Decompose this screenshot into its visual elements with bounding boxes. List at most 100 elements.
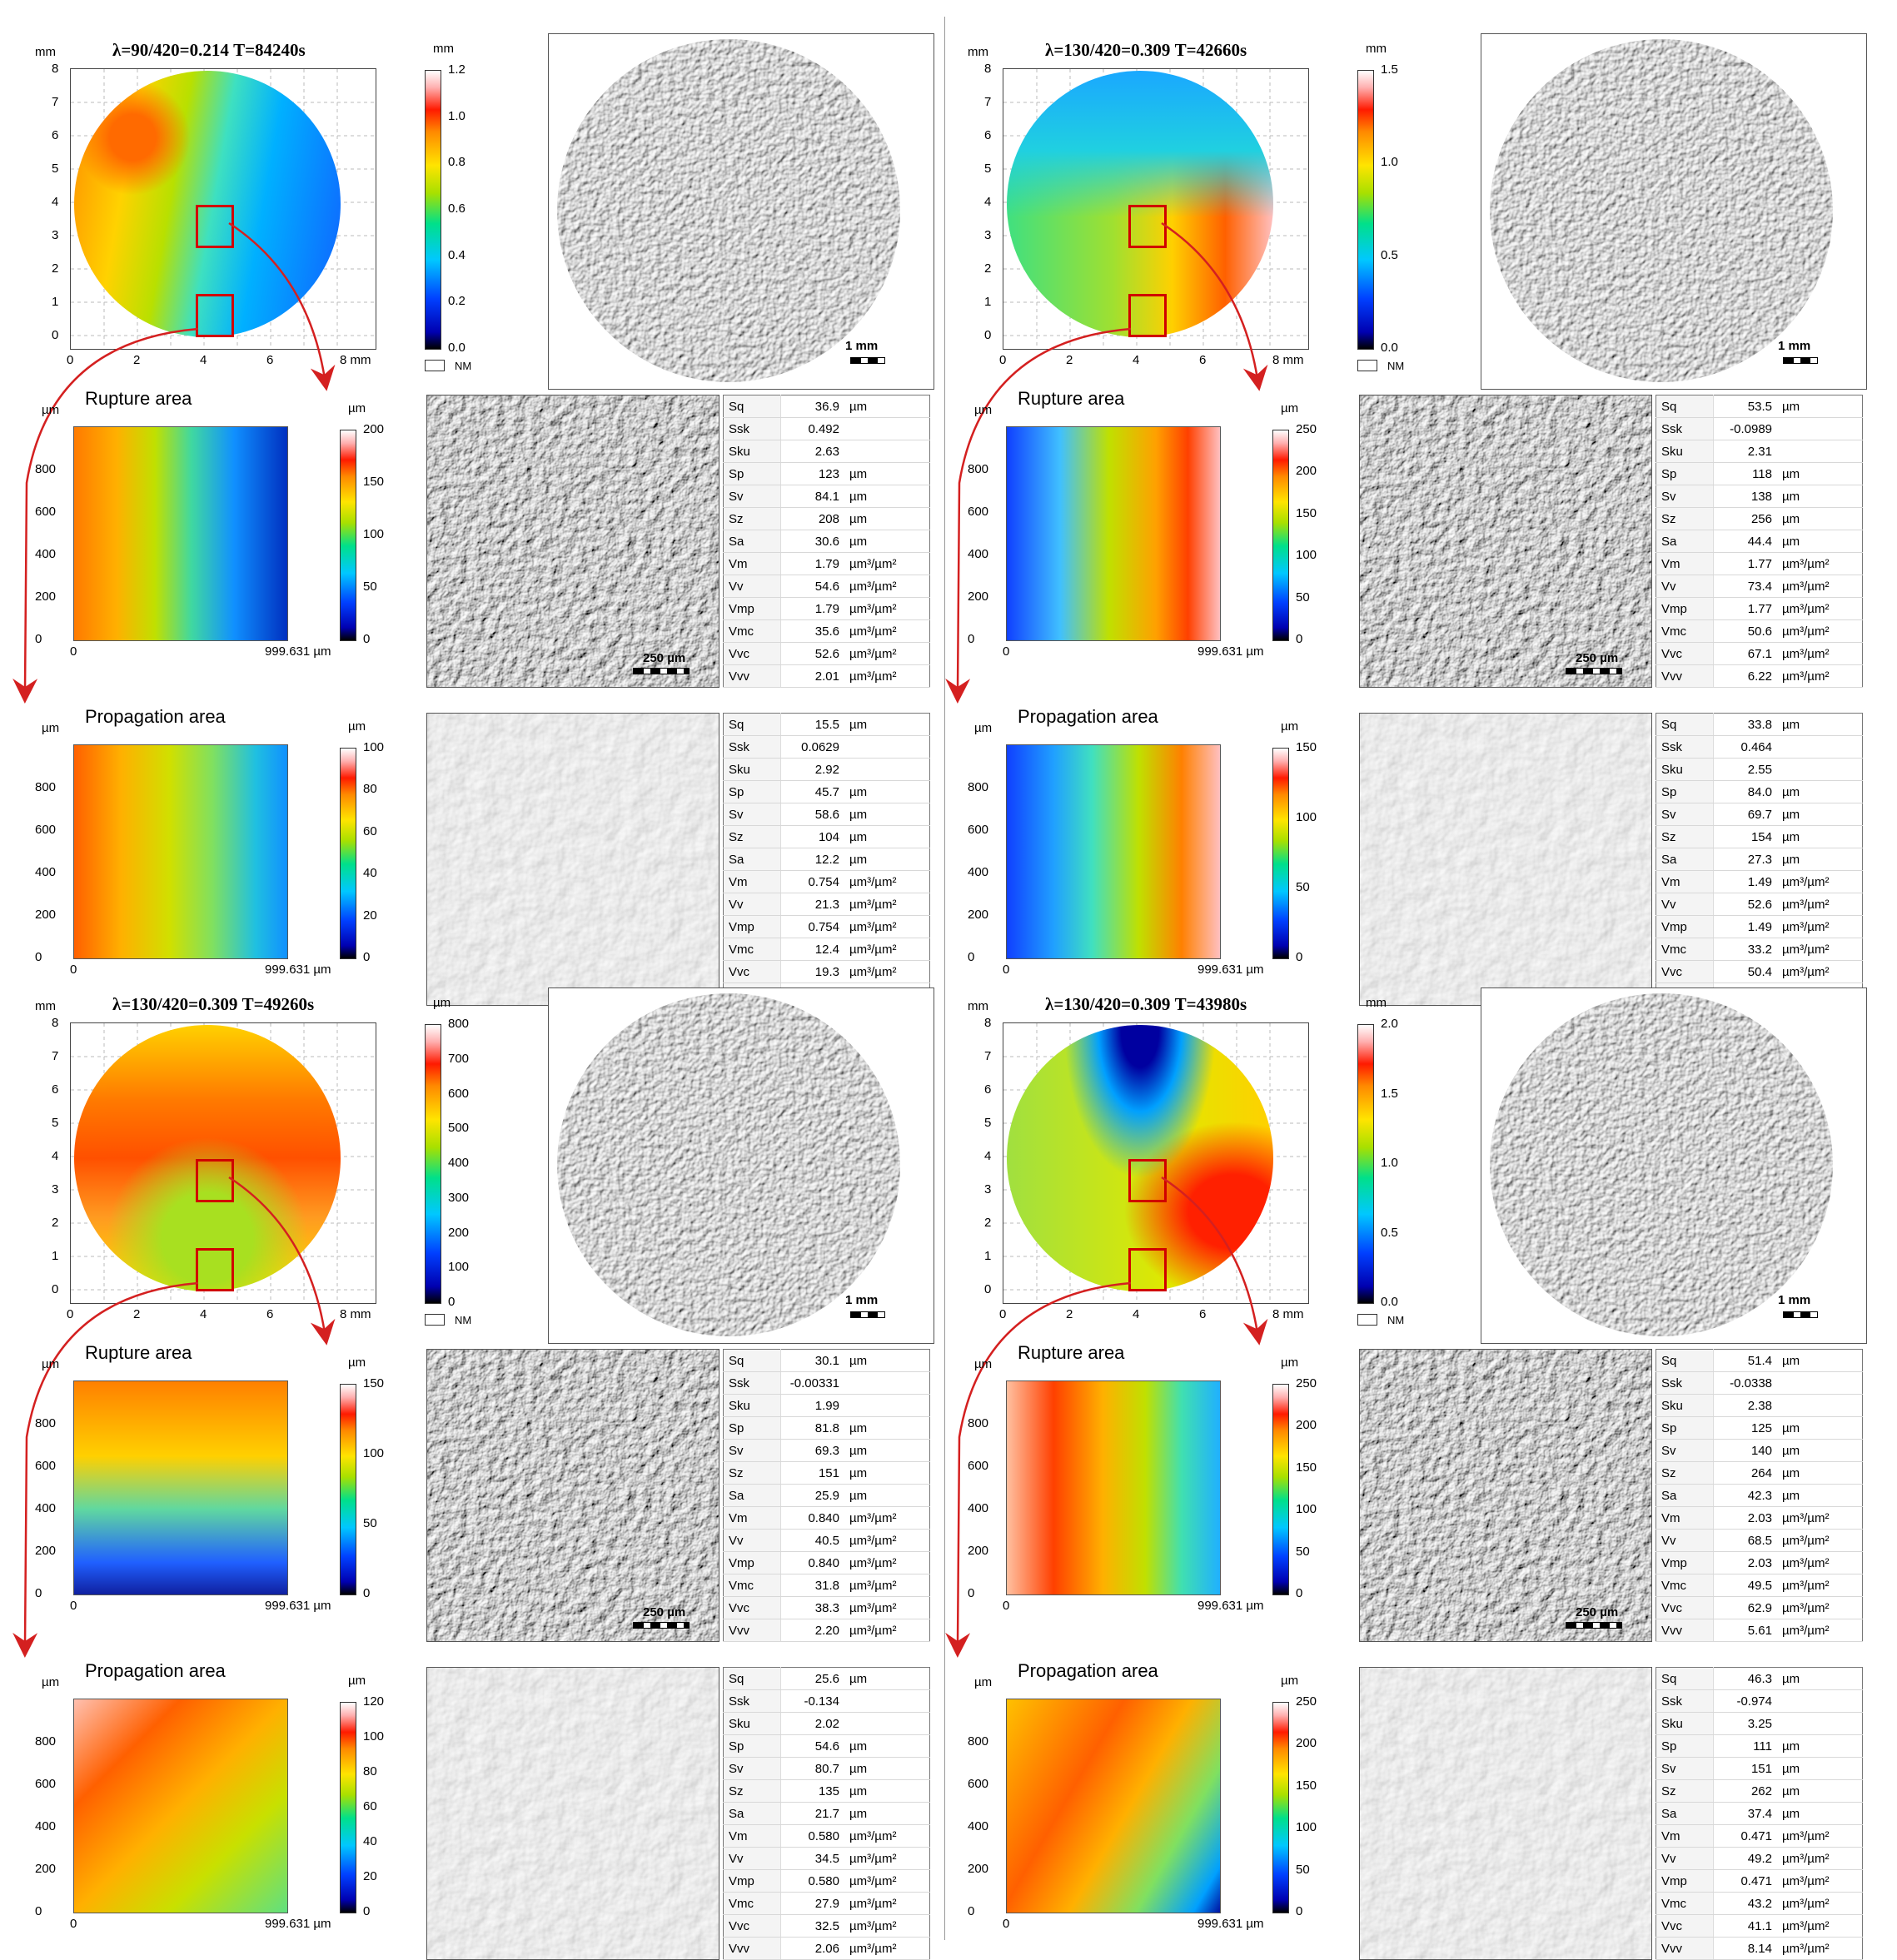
y-tick-label: 400 [968, 547, 989, 561]
colorbar-unit: µm [348, 719, 366, 734]
colorbar-tick: 100 [1296, 548, 1317, 563]
parameter-name: Sa [1656, 1802, 1714, 1825]
parameter-name: Vv [1656, 1529, 1714, 1552]
parameter-value: 2.20 [780, 1619, 844, 1642]
parameter-name: Sp [1656, 780, 1714, 803]
parameter-value: 2.03 [1713, 1506, 1777, 1530]
parameter-row: Sp 45.7 µm [723, 780, 930, 803]
figure-panel: λ=130/420=0.309 T=42660s mm 8 7 6 5 4 3 2 1 0 0 2 4 6 8… [933, 0, 1874, 1006]
scale-bar-label: 250 µm [643, 1605, 686, 1619]
rupture-height-map [1006, 426, 1221, 641]
parameter-unit: µm [1777, 1461, 1863, 1485]
y-tick-label: 800 [35, 1416, 57, 1430]
x-tick-label: 0 [67, 1307, 74, 1321]
parameter-value: 67.1 [1713, 642, 1777, 665]
x-axis-end-label: 8 mm [1272, 1307, 1304, 1321]
parameter-value: 2.06 [780, 1937, 844, 1960]
y-tick-label: 0 [35, 1586, 42, 1600]
parameter-name: Ssk [1656, 735, 1714, 759]
parameter-name: Ssk [1656, 1371, 1714, 1395]
parameter-unit: µm³/µm² [844, 1506, 930, 1530]
colorbar-unit: µm [348, 1674, 366, 1688]
roi-arrows [945, 1176, 1268, 1658]
parameter-row: Sq 36.9 µm [723, 395, 930, 418]
y-axis-unit: µm [974, 1675, 993, 1689]
parameter-value: 2.01 [780, 664, 844, 688]
x-tick-label: 0 [999, 353, 1007, 367]
nm-legend-label: NM [455, 360, 472, 372]
parameter-unit: µm [844, 803, 930, 826]
parameter-row: Sq 46.3 µm [1656, 1667, 1863, 1690]
relief-texture [557, 993, 900, 1336]
parameter-value: 30.6 [780, 530, 844, 553]
colorbar [1272, 1702, 1289, 1913]
parameter-row: Sa 25.9 µm [723, 1484, 930, 1507]
parameter-unit: µm³/µm² [844, 960, 930, 983]
parameter-name: Vv [1656, 1847, 1714, 1870]
parameter-unit: µm [844, 825, 930, 848]
parameter-unit: µm [1777, 1416, 1863, 1440]
parameter-name: Vmp [723, 1551, 781, 1574]
colorbar-unit: µm [348, 401, 366, 415]
parameter-row: Vvc 62.9 µm³/µm² [1656, 1596, 1863, 1619]
parameter-value: 68.5 [1713, 1529, 1777, 1552]
parameter-row: Sz 262 µm [1656, 1779, 1863, 1803]
parameter-row: Vmp 1.79 µm³/µm² [723, 597, 930, 620]
colorbar-tick: 60 [363, 823, 377, 838]
parameter-name: Sku [1656, 1394, 1714, 1417]
nm-legend-swatch [425, 1314, 445, 1326]
parameter-row: Sz 135 µm [723, 1779, 930, 1803]
parameter-unit: µm³/µm² [1777, 1937, 1863, 1960]
y-tick-label: 0 [35, 632, 42, 646]
y-tick-label: 8 [52, 62, 59, 76]
y-tick-label: 0 [35, 1904, 42, 1918]
panel-title: λ=130/420=0.309 T=43980s [1045, 994, 1247, 1014]
parameter-value: 0.840 [780, 1551, 844, 1574]
parameter-name: Ssk [723, 1371, 781, 1395]
parameter-row: Vv 40.5 µm³/µm² [723, 1529, 930, 1552]
scale-bar-label: 250 µm [1576, 651, 1619, 665]
parameter-name: Sp [723, 1734, 781, 1758]
parameter-name: Vm [1656, 870, 1714, 893]
colorbar [1357, 70, 1374, 350]
parameter-name: Vv [723, 1529, 781, 1552]
parameter-value: 84.0 [1713, 780, 1777, 803]
x-tick-label: 6 [266, 353, 274, 367]
parameter-unit: µm³/µm² [1777, 1824, 1863, 1848]
parameter-row: Sku 1.99 [723, 1394, 930, 1417]
colorbar-tick: 0 [1296, 1904, 1303, 1918]
rupture-height-map [73, 1380, 288, 1595]
parameter-unit: µm [1777, 1667, 1863, 1690]
colorbar-tick: 100 [363, 1729, 385, 1744]
parameter-unit [844, 1371, 930, 1395]
parameter-value: 43.2 [1713, 1892, 1777, 1915]
colorbar [1272, 1384, 1289, 1595]
propagation-height-map [1006, 744, 1221, 959]
parameter-name: Sq [723, 1667, 781, 1690]
colorbar-tick: 200 [1296, 464, 1317, 479]
colorbar-unit: µm [1281, 401, 1299, 415]
colorbar-tick: 100 [363, 1446, 385, 1460]
y-tick-label: 3 [984, 228, 992, 242]
colorbar-tick: 0 [448, 1295, 456, 1309]
parameter-value: 54.6 [780, 1734, 844, 1758]
parameter-name: Sp [1656, 1416, 1714, 1440]
y-tick-label: 4 [984, 195, 992, 209]
parameter-name: Ssk [1656, 417, 1714, 440]
parameter-unit: µm³/µm² [844, 597, 930, 620]
parameter-name: Sv [723, 1757, 781, 1780]
colorbar-tick: 100 [363, 740, 385, 754]
parameter-row: Sv 138 µm [1656, 485, 1863, 508]
parameter-unit: µm³/µm² [844, 1914, 930, 1938]
y-tick-label: 1 [52, 1249, 59, 1263]
parameter-row: Ssk -0.0989 [1656, 417, 1863, 440]
rupture-height-map [73, 426, 288, 641]
parameter-unit: µm [1777, 848, 1863, 871]
parameter-row: Vv 34.5 µm³/µm² [723, 1847, 930, 1870]
colorbar [340, 1702, 356, 1913]
colorbar-tick: 150 [1296, 1778, 1317, 1793]
parameter-row: Ssk 0.0629 [723, 735, 930, 759]
parameter-value: 31.8 [780, 1574, 844, 1597]
parameter-unit [1777, 417, 1863, 440]
y-tick-label: 200 [968, 589, 989, 604]
